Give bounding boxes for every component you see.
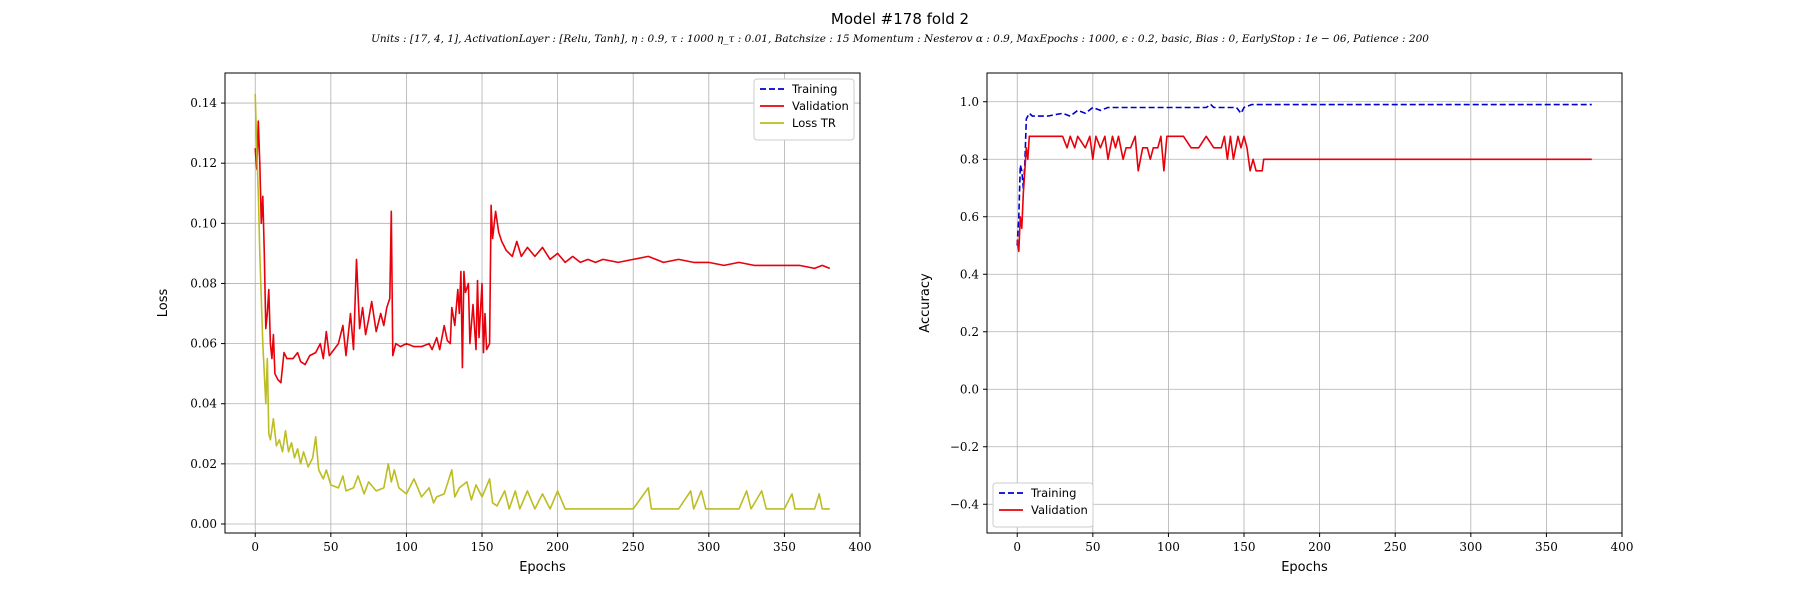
accuracy-plot: 0 50 100 150 200 250 300 350 400 −0.4 −0.2 0.0 0.2 0.… — [918, 72, 1634, 575]
x-tick-label: 400 — [1611, 540, 1634, 554]
y-tick-label: −0.2 — [950, 440, 979, 454]
x-tick-label: 100 — [395, 540, 418, 554]
x-tick-label: 250 — [1384, 540, 1407, 554]
series-line-validation — [1016, 135, 1592, 253]
legend: Training Validation — [992, 482, 1094, 528]
y-tick-label: 0.08 — [190, 276, 217, 290]
y-tick-label: 0.04 — [190, 397, 217, 411]
y-tick-label: 0.12 — [190, 156, 217, 170]
figure-subtitle: Units : [17, 4, 1], ActivationLayer : [R… — [371, 33, 1429, 45]
y-tick-label: 0.6 — [960, 210, 979, 224]
x-tick-label: 200 — [1308, 540, 1331, 554]
y-axis-label: Accuracy — [918, 273, 933, 333]
x-tick-label: 350 — [1535, 540, 1558, 554]
x-tick-label: 0 — [1013, 540, 1021, 554]
x-tick-label: 300 — [1459, 540, 1482, 554]
legend-label: Training — [1030, 486, 1076, 500]
figure-title: Model #178 fold 2 — [831, 10, 969, 28]
legend-box — [992, 482, 1094, 528]
x-tick-label: 200 — [546, 540, 569, 554]
x-tick-label: 150 — [1233, 540, 1256, 554]
y-tick-label: 1.0 — [960, 95, 979, 109]
plot-frame — [224, 72, 861, 534]
y-tick-label: 0.00 — [190, 517, 217, 531]
series-line-validation — [254, 120, 831, 384]
x-axis-label: Epochs — [1281, 560, 1328, 575]
x-tick-label: 0 — [251, 540, 259, 554]
loss-plot: 0 50 100 150 200 250 300 350 400 0.00 0.02 0.04 0.06… — [156, 72, 872, 575]
x-tick-label: 300 — [697, 540, 720, 554]
y-tick-label: 0.4 — [960, 267, 979, 281]
legend-box — [753, 78, 855, 141]
series-line-training — [1016, 103, 1592, 246]
legend-label: Validation — [792, 99, 849, 113]
y-tick-label: 0.10 — [190, 216, 217, 230]
x-tick-label: 100 — [1157, 540, 1180, 554]
y-tick-label: 0.2 — [960, 325, 979, 339]
legend-label: Training — [791, 82, 837, 96]
y-tick-label: 0.0 — [960, 382, 979, 396]
legend-label: Loss TR — [792, 116, 836, 130]
x-tick-label: 50 — [323, 540, 338, 554]
x-tick-label: 400 — [849, 540, 872, 554]
y-tick-label: 0.06 — [190, 337, 217, 351]
x-tick-label: 350 — [773, 540, 796, 554]
y-tick-label: 0.8 — [960, 152, 979, 166]
x-tick-label: 250 — [622, 540, 645, 554]
y-axis-label: Loss — [156, 289, 171, 318]
x-tick-label: 50 — [1085, 540, 1100, 554]
legend: Training Validation Loss TR — [753, 78, 855, 141]
x-tick-label: 150 — [471, 540, 494, 554]
y-tick-label: −0.4 — [950, 497, 980, 511]
plot-frame — [986, 72, 1623, 534]
legend-label: Validation — [1031, 503, 1088, 517]
x-axis-label: Epochs — [519, 560, 566, 575]
series-line-loss-tr — [254, 93, 830, 510]
y-tick-label: 0.02 — [190, 457, 217, 471]
y-tick-label: 0.14 — [190, 96, 217, 110]
